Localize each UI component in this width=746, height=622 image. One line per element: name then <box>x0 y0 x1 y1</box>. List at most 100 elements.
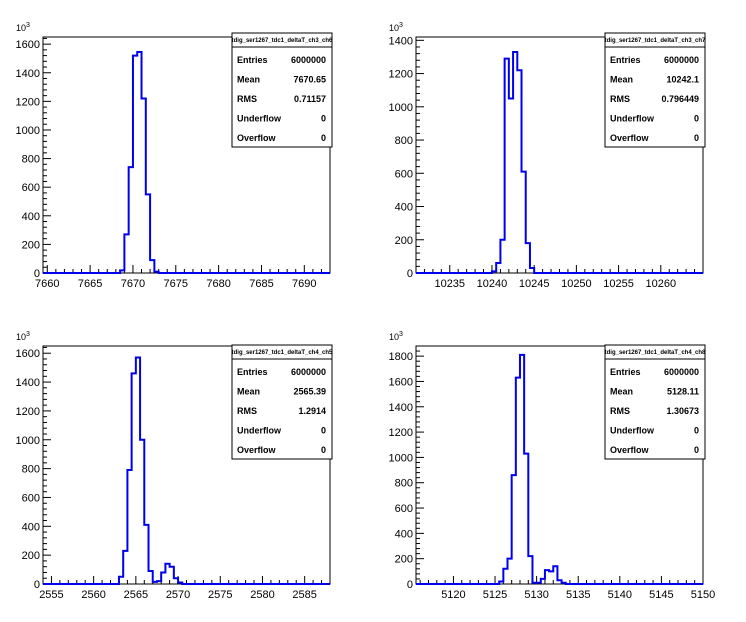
histogram-bin <box>522 172 526 273</box>
histogram-bin <box>123 551 127 584</box>
stats-label: RMS <box>610 94 630 104</box>
histogram-bin <box>500 240 504 273</box>
x-tick-label: 10240 <box>477 278 508 290</box>
histogram-bin <box>140 440 144 584</box>
stats-label: Underflow <box>237 426 282 436</box>
x-tick-label: 5140 <box>608 589 632 601</box>
x-tick-label: 7675 <box>164 278 188 290</box>
y-tick-label: 200 <box>22 550 40 562</box>
y-tick-label: 1600 <box>389 376 413 388</box>
histogram-bin <box>516 378 520 584</box>
y-tick-label: 1400 <box>16 377 40 389</box>
histogram-bin <box>557 580 561 584</box>
y-tick-label: 1200 <box>16 406 40 418</box>
histogram-bin <box>508 559 512 584</box>
histogram-bin <box>545 570 549 584</box>
histogram-panel-4: 5120 5125 5130 5135 5140 5145 5150 0 200 400 600 80… <box>389 331 716 601</box>
histogram-bin <box>136 358 140 584</box>
x-tick-label: 10245 <box>519 278 550 290</box>
y-tick-label: 0 <box>407 579 413 591</box>
x-tick-label: 5130 <box>524 589 548 601</box>
stats-title: tdig_ser1267_tdc1_deltaT_ch3_ch7 <box>605 38 706 44</box>
histogram-bin <box>165 564 169 584</box>
histogram-bin <box>503 569 507 584</box>
y-tick-label: 600 <box>395 503 413 515</box>
y-tick-label: 1400 <box>389 402 413 414</box>
y-tick-label: 1200 <box>389 69 413 81</box>
y-tick-label: 1000 <box>16 125 40 137</box>
histogram-bin <box>129 167 133 273</box>
stats-value: 6000000 <box>664 55 699 65</box>
x-tick-label: 10250 <box>561 278 592 290</box>
histogram-bin <box>161 572 165 584</box>
stats-label: Mean <box>610 387 633 397</box>
stats-value: 0 <box>321 426 326 436</box>
x-tick-label: 5145 <box>649 589 673 601</box>
y-exponent-label: 103 <box>389 22 403 33</box>
stats-value: 0 <box>694 133 699 143</box>
x-tick-label: 5135 <box>566 589 590 601</box>
stats-label: Overflow <box>237 445 277 455</box>
stats-label: Overflow <box>610 445 650 455</box>
stats-label: RMS <box>237 94 257 104</box>
histogram-bin <box>562 583 566 584</box>
histogram-bin <box>124 234 128 273</box>
histogram-bin <box>505 59 509 273</box>
y-tick-label: 1600 <box>16 39 40 51</box>
x-tick-label: 2560 <box>81 589 105 601</box>
histogram-bin <box>541 579 545 584</box>
plot-frame <box>415 345 704 585</box>
stats-label: Overflow <box>610 133 650 143</box>
stats-label: Entries <box>610 367 641 377</box>
x-tick-label: 7670 <box>121 278 145 290</box>
stats-box <box>604 32 706 148</box>
x-tick-label: 5125 <box>483 589 507 601</box>
y-tick-label: 1600 <box>16 348 40 360</box>
y-tick-label: 400 <box>22 521 40 533</box>
histogram-panel-1: 7660 7665 7670 7675 7680 7685 7690 0 200 400 600 80… <box>16 22 334 290</box>
histogram-bin <box>509 98 513 273</box>
histogram-series <box>43 51 330 274</box>
x-tick-label: 5120 <box>441 589 465 601</box>
x-tick-label: 7660 <box>35 278 59 290</box>
stats-value: 1.2914 <box>298 406 326 416</box>
stats-label: Underflow <box>610 426 655 436</box>
x-tick-label: 2555 <box>39 589 63 601</box>
x-tick-label: 5150 <box>691 589 715 601</box>
stats-label: Mean <box>237 387 260 397</box>
x-tick-label: 2575 <box>208 589 232 601</box>
y-tick-label: 200 <box>395 235 413 247</box>
y-tick-label: 1000 <box>389 102 413 114</box>
y-tick-label: 1400 <box>389 35 413 47</box>
x-tick-label: 10255 <box>603 278 634 290</box>
histogram-bin <box>157 581 161 584</box>
x-tick-label: 10260 <box>645 278 676 290</box>
histogram-bin <box>537 583 541 584</box>
y-tick-label: 400 <box>395 528 413 540</box>
histogram-bin <box>170 567 174 584</box>
histogram-series <box>416 353 703 585</box>
histogram-bin <box>530 268 534 273</box>
y-tick-label: 800 <box>395 135 413 147</box>
y-exponent-label: 103 <box>389 331 403 342</box>
histogram-bin <box>496 263 500 273</box>
stats-box <box>231 344 333 460</box>
histogram-bin <box>499 581 503 584</box>
y-tick-label: 800 <box>395 478 413 490</box>
stats-label: Entries <box>237 55 268 65</box>
histogram-bin <box>132 373 136 584</box>
histogram-bin <box>517 70 521 273</box>
x-tick-label: 7665 <box>78 278 102 290</box>
stats-value: 0 <box>694 426 699 436</box>
histogram-bin <box>149 571 153 584</box>
y-tick-label: 1400 <box>16 68 40 80</box>
stats-value: 10242.1 <box>666 75 699 85</box>
histogram-bin <box>120 270 124 273</box>
stats-label: Mean <box>237 75 260 85</box>
histogram-bin <box>528 556 532 584</box>
stats-value: 0.796449 <box>661 94 699 104</box>
histogram-bin <box>137 52 141 273</box>
histogram-bin <box>526 243 530 273</box>
y-tick-label: 1000 <box>16 435 40 447</box>
stats-value: 1.30673 <box>666 406 699 416</box>
